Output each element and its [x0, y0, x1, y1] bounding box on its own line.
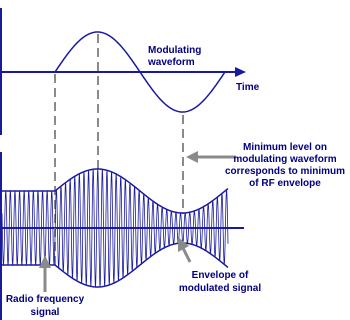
arrow: [181, 247, 192, 263]
carrier: [1, 168, 229, 287]
wave: [2, 168, 229, 214]
label: of RF envelope: [249, 178, 321, 189]
label: modulating waveform: [233, 154, 336, 165]
label: Envelope of: [192, 270, 249, 281]
label: Minimum level on: [243, 142, 327, 153]
arrowhead: [178, 237, 189, 252]
label: corresponds to minimum: [225, 166, 345, 177]
label: waveform: [147, 57, 195, 68]
label: modulated signal: [179, 283, 261, 294]
axis-arrowhead: [235, 67, 246, 77]
arrowhead: [39, 255, 51, 268]
arrowhead: [186, 151, 198, 163]
label: signal: [31, 307, 60, 318]
waves: [1, 31, 229, 288]
wave: [2, 242, 229, 288]
label: Radio frequency: [6, 294, 85, 305]
label: Time: [236, 82, 260, 93]
wave: [54, 31, 226, 113]
label: Modulating: [148, 45, 201, 56]
